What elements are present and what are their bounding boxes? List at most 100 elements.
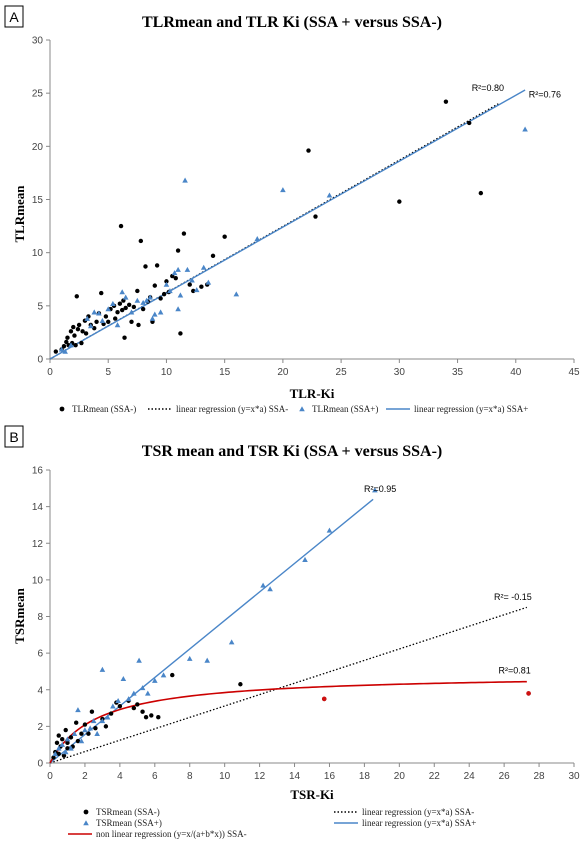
panel-a-series-tlrmean-ssa-point (306, 148, 311, 153)
panel-b-series-tsrmean-ssa-point (63, 727, 68, 733)
panel-a-series-tlrmean-ssa-point (91, 309, 98, 315)
panel-a-series-tlrmean-ssa-point (110, 300, 116, 306)
panel-a-series-tlrmean-ssa-point (129, 319, 134, 324)
panel-a-series-tlrmean-ssa-point (175, 306, 181, 312)
panel-b-series-tsrmean-ssa-point (87, 725, 93, 731)
panel-b-r2-annotation: R²=0.95 (364, 484, 396, 494)
panel-b-series-linear-regression-y-x-a-ssa-line (49, 498, 374, 764)
panel-b-series-tsrmean-ssa-point (139, 685, 146, 691)
panel-b-x-tick-label: 12 (254, 771, 266, 782)
panel-a-series-tlrmean-ssa-point (114, 322, 121, 328)
panel-a-legend-tlrmean-ssa-label: TLRmean (SSA+) (312, 404, 378, 414)
panel-b-series-linear-regression-y-x-a-ssa-line (49, 606, 528, 764)
panel-a-x-axis-title: TLR-Ki (290, 386, 335, 401)
panel-b-x-tick-label: 6 (152, 771, 158, 782)
panel-b-series-tsrmean-ssa-point (170, 672, 175, 678)
panel-a-series-tlrmean-ssa-point (147, 294, 153, 300)
panel-b-series-non-linear-regression-y-x-a-b-x-ssa-curve (49, 680, 527, 764)
panel-a-series-tlrmean-ssa-point (71, 324, 76, 330)
panel-b-plot-area: 0 2 4 6 8 10 12 14 16 18 20 22 24 26 28 300246810121416… (32, 466, 580, 783)
panel-b-series-tsrmean-ssa-point (59, 741, 66, 747)
panel-a-x-tick-label: 15 (219, 367, 231, 378)
panel-a-x-tick-label: 45 (568, 367, 580, 378)
panel-b-series-tsrmean-ssa-point (94, 730, 100, 736)
panel-b-series-tsrmean-ssa-point (238, 682, 243, 687)
panel-a-series-tlrmean-ssa-point (106, 319, 111, 324)
panel-a-series-tlrmean-ssa-point (134, 297, 141, 303)
panel-b-y-axis-title: TSRmean (12, 587, 27, 643)
panel-a-series-tlrmean-ssa-point (233, 291, 240, 297)
panel-b-x-tick-label: 24 (464, 771, 476, 782)
panel-b-series-tsrmean-ssa-point (68, 745, 74, 751)
panel-b-series-tsrmean-ssa-point (82, 727, 88, 733)
panel-a-y-tick-label: 10 (32, 248, 44, 259)
panel-a-series-tlrmean-ssa-point (326, 192, 333, 198)
panel-b-series-tsrmean-ssa-point (62, 749, 69, 755)
panel-a-series-tlrmean-ssa-point (313, 214, 318, 219)
panel-a-legend-linear-regression-y-x-a-ssa-label: linear regression (y=x*a) SSA- (176, 404, 288, 414)
panel-b-series-tsrmean-ssa-point (104, 714, 111, 720)
panel-b-series-tsrmean-ssa-point (55, 745, 62, 751)
panel-b-series-tsrmean-ssa-point (52, 751, 59, 757)
panel-a-series-tlrmean-ssa-point (182, 177, 188, 183)
panel-a-series-tlrmean-ssa-point (397, 199, 402, 204)
panel-a-series-tlrmean-ssa-point (140, 306, 146, 312)
panel-a-y-axis-title: TLRmean (12, 185, 27, 243)
panel-b-series-tsrmean-ssa-point (90, 718, 97, 724)
panel-a-series-tlrmean-ssa-point (280, 187, 286, 193)
panel-a-x-tick-label: 20 (277, 367, 289, 378)
panel-a-legend: TLRmean (SSA-) linear regression (y=x*a) … (59, 404, 528, 414)
panel-b-series-tsrmean-ssa-point (79, 731, 84, 736)
panel-a-series-tlrmean-ssa-point (152, 311, 158, 317)
panel-a-series-tlrmean-ssa-point (177, 292, 184, 298)
panel-b-x-tick-label: 18 (359, 771, 371, 782)
panel-b-series-tsrmean-ssa-point (228, 639, 235, 645)
panel-a-series-tlrmean-ssa-point (478, 190, 484, 196)
panel-b-x-tick-label: 2 (82, 771, 88, 782)
panel-a-series-tlrmean-ssa-point (222, 234, 227, 239)
panel-a-series-tlrmean-ssa-point (167, 288, 173, 294)
panel-a: A TLRmean and TLR Ki (SSA + versus SSA-)… (4, 5, 580, 414)
panel-b-y-tick-label: 12 (32, 539, 44, 550)
panel-b-series-tsrmean-ssa-point (103, 724, 109, 729)
panel-a-series-tlrmean-ssa-point (83, 331, 89, 336)
panel-a-series-tlrmean-ssa-point (105, 306, 112, 312)
panel-a-series-tlrmean-ssa-point (171, 270, 178, 276)
panel-b-series-tsrmean-ssa-point (267, 586, 273, 592)
panel-a-series-tlrmean-ssa-point (73, 342, 78, 348)
panel-a-series-tlrmean-ssa-point (117, 301, 123, 306)
panel-a-series-tlrmean-ssa-point (65, 335, 70, 340)
panel-a-series-tlrmean-ssa-point (79, 340, 84, 346)
panel-a-y-tick-label: 15 (32, 195, 44, 206)
panel-a-legend-tlrmean-ssa-label: TLRmean (SSA-) (72, 404, 136, 414)
panel-b-series-tsrmean-ssa-point (56, 751, 61, 757)
panel-a-series-tlrmean-ssa-point (136, 322, 141, 328)
panel-b-legend-tsrmean-ssa-label: TSRmean (SSA-) (96, 807, 160, 817)
panel-b-series-tsrmean-ssa-point (60, 736, 65, 742)
panel-a-series-tlrmean-ssa-point (74, 294, 79, 299)
panel-a-series-tlrmean-ssa-point (68, 342, 74, 348)
panel-b-x-tick-label: 16 (324, 771, 336, 782)
panel-a-series-tlrmean-ssa-point (200, 264, 207, 270)
panel-b-series-tsrmean-ssa-point (302, 556, 308, 562)
panel-a-series-tlrmean-ssa-point (152, 283, 157, 288)
panel-b-series-tsrmean-ssa-point (54, 740, 60, 746)
panel-b-x-tick-label: 14 (289, 771, 301, 782)
panel-b-label-box (4, 425, 24, 448)
panel-b-x-tick-label: 20 (394, 771, 406, 782)
panel-a-series-tlrmean-ssa-point (164, 279, 169, 284)
panel-a-series-tlrmean-ssa-point (64, 339, 69, 345)
panel-b-legend-tsrmean-ssa-label: TSRmean (SSA+) (96, 818, 162, 828)
panel-b-r2-annotation: R²=0.81 (498, 665, 530, 675)
panel-b-legend-non-linear-regression-y-x-a-b-x-ssa-label: non linear regression (y=x/(a+b*x)) SSA- (96, 829, 247, 839)
panel-b-highlighted-point (526, 691, 531, 696)
panel-a-series-tlrmean-ssa-point (128, 309, 135, 315)
panel-b-series-tsrmean-ssa-point (65, 746, 70, 751)
panel-b-title: TSR mean and TSR Ki (SSA + versus SSA-) (142, 443, 442, 460)
panel-a-series-tlrmean-ssa-point (68, 329, 74, 334)
panel-b-series-tsrmean-ssa-point (149, 713, 154, 718)
panel-a-series-tlrmean-ssa-point (173, 275, 178, 281)
panel-a-series-tlrmean-ssa-point (199, 284, 204, 289)
panel-a-r2-annotation: R²=0.76 (529, 89, 561, 99)
